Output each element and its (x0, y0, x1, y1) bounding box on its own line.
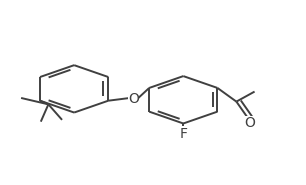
Text: O: O (128, 92, 139, 106)
Text: F: F (179, 127, 187, 140)
Text: O: O (244, 116, 256, 130)
